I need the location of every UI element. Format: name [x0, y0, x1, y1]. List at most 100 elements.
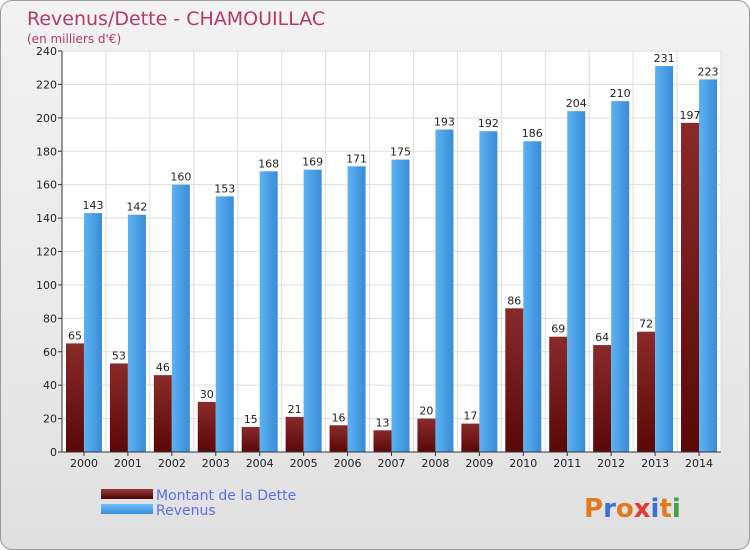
- x-tick-label: 2012: [597, 457, 625, 470]
- bar-dette: [329, 425, 348, 452]
- y-tick-label: 80: [43, 312, 57, 325]
- bar-revenus: [127, 214, 146, 452]
- data-label-dette: 53: [112, 349, 126, 362]
- x-tick-label: 2001: [114, 457, 142, 470]
- data-label-dette: 197: [680, 109, 701, 122]
- data-label-dette: 46: [156, 361, 170, 374]
- bar-revenus: [171, 184, 190, 452]
- y-tick-label: 60: [43, 346, 57, 359]
- bar-revenus: [655, 66, 674, 452]
- data-label-dette: 86: [507, 294, 521, 307]
- bar-dette: [373, 430, 392, 452]
- bar-revenus: [303, 169, 322, 453]
- logo-letter: P: [584, 494, 603, 524]
- legend-swatch-debt: [101, 489, 153, 499]
- data-label-dette: 72: [639, 318, 653, 331]
- bar-revenus: [567, 111, 586, 453]
- x-tick-label: 2000: [70, 457, 98, 470]
- logo-letter: i: [651, 494, 660, 524]
- y-tick-label: 240: [36, 45, 57, 58]
- bar-revenus: [83, 213, 102, 452]
- x-tick-label: 2011: [553, 457, 581, 470]
- data-label-revenus: 210: [610, 87, 631, 100]
- data-label-revenus: 193: [434, 116, 455, 129]
- legend-label-revenus: Revenus: [156, 503, 216, 519]
- bar-dette: [65, 343, 84, 452]
- bars-layer: [65, 66, 718, 453]
- chart-subtitle: (en milliers d'€): [27, 32, 121, 46]
- data-label-dette: 20: [419, 405, 433, 418]
- data-label-dette: 13: [376, 416, 390, 429]
- bar-revenus: [523, 141, 542, 452]
- bar-revenus: [479, 131, 498, 452]
- bar-revenus: [391, 159, 410, 452]
- bar-dette: [505, 308, 524, 452]
- data-label-dette: 65: [68, 329, 82, 342]
- y-tick-label: 100: [36, 279, 57, 292]
- x-tick-label: 2010: [509, 457, 537, 470]
- bar-dette: [417, 418, 436, 452]
- data-label-revenus: 168: [258, 157, 279, 170]
- logo-letter: i: [672, 494, 681, 524]
- proxiti-logo: Proxiti: [584, 494, 681, 524]
- data-label-dette: 69: [551, 323, 565, 336]
- data-label-revenus: 160: [170, 171, 191, 184]
- bar-dette: [241, 426, 260, 452]
- data-label-dette: 16: [332, 411, 346, 424]
- bar-dette: [109, 363, 128, 452]
- bar-dette: [197, 401, 216, 452]
- data-label-revenus: 171: [346, 152, 367, 165]
- bar-revenus: [259, 171, 278, 453]
- data-label-revenus: 186: [522, 127, 543, 140]
- x-tick-label: 2014: [685, 457, 713, 470]
- y-tick-label: 20: [43, 413, 57, 426]
- data-label-revenus: 142: [126, 201, 147, 214]
- bar-dette: [153, 375, 172, 452]
- bar-dette: [549, 336, 568, 452]
- data-label-revenus: 204: [566, 97, 587, 110]
- y-tick-label: 120: [36, 246, 57, 259]
- bar-dette: [461, 423, 480, 452]
- labels-layer: 65 143 53 142 46 160 30 153 15 168 21 169 16 171 13 175…: [68, 52, 719, 429]
- legend-swatch-revenus: [101, 504, 153, 514]
- data-label-revenus: 175: [390, 146, 411, 159]
- x-tick-label: 2005: [290, 457, 318, 470]
- y-tick-label: 140: [36, 212, 57, 225]
- bar-dette: [681, 122, 700, 453]
- data-label-revenus: 143: [82, 199, 103, 212]
- x-tick-label: 2007: [378, 457, 406, 470]
- logo-letter: o: [616, 494, 634, 524]
- y-tick-label: 0: [50, 446, 57, 459]
- data-label-revenus: 169: [302, 156, 323, 169]
- x-tick-label: 2013: [641, 457, 669, 470]
- legend: Montant de la Dette Revenus: [101, 488, 296, 519]
- x-tick-label: 2003: [202, 457, 230, 470]
- bar-revenus: [611, 101, 630, 452]
- bar-revenus: [347, 166, 366, 452]
- x-tick-label: 2006: [334, 457, 362, 470]
- data-label-dette: 30: [200, 388, 214, 401]
- x-tick-label: 2002: [158, 457, 186, 470]
- y-tick-label: 220: [36, 78, 57, 91]
- bar-dette: [593, 345, 612, 452]
- data-label-dette: 17: [463, 410, 477, 423]
- data-label-revenus: 223: [698, 65, 719, 78]
- y-tick-label: 160: [36, 179, 57, 192]
- x-tick-label: 2004: [246, 457, 274, 470]
- data-label-revenus: 192: [478, 117, 499, 130]
- x-tick-label: 2009: [465, 457, 493, 470]
- logo-letter: x: [634, 494, 651, 524]
- data-label-dette: 15: [244, 413, 258, 426]
- legend-label-debt: Montant de la Dette: [156, 488, 296, 504]
- y-tick-label: 180: [36, 145, 57, 158]
- y-tick-label: 200: [36, 112, 57, 125]
- logo-letter: t: [659, 494, 671, 524]
- data-label-dette: 21: [288, 403, 302, 416]
- x-tick-label: 2008: [421, 457, 449, 470]
- bar-revenus: [215, 196, 234, 452]
- bar-revenus: [699, 79, 718, 452]
- bar-dette: [285, 416, 304, 452]
